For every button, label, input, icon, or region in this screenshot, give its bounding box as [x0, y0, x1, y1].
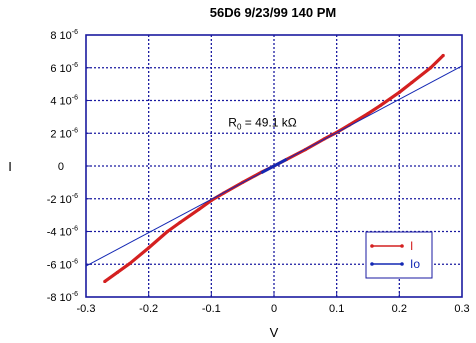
series-layer [85, 53, 463, 284]
x-tick-label: 0.1 [329, 303, 344, 315]
legend-marker [400, 244, 404, 248]
y-axis-label: I [8, 159, 12, 174]
y-tick-label: 0 [58, 161, 64, 173]
y-tick-label: 8 10-6 [50, 29, 78, 42]
y-tick-label: 2 10-6 [50, 127, 78, 140]
legend-marker [370, 262, 374, 266]
x-tick-label: 0.2 [392, 303, 407, 315]
y-tick-label: -4 10-6 [47, 226, 78, 239]
legend: I Io [365, 231, 433, 279]
legend-marker [400, 262, 404, 266]
data-point [128, 261, 132, 266]
y-tick-label: 4 10-6 [50, 95, 78, 108]
data-point [397, 90, 401, 94]
ticks-layer: -0.3 -0.2 -0.1 0 0.1 0.2 0.3 8 10-6 6 10-6 4 10-6… [47, 29, 470, 315]
legend-box [365, 231, 433, 279]
y-tick-label: -6 10-6 [47, 258, 78, 271]
x-axis-label: V [270, 325, 279, 340]
legend-marker [370, 244, 374, 248]
data-point [115, 270, 119, 275]
data-point [378, 103, 383, 108]
data-point [147, 246, 151, 250]
resistance-annotation: R0 = 49.1 kΩ [228, 115, 296, 131]
y-tick-label: -2 10-6 [47, 193, 78, 206]
data-point [429, 66, 433, 70]
x-tick-label: -0.1 [202, 303, 221, 315]
legend-label-i: I [410, 239, 413, 253]
data-point [165, 229, 170, 234]
x-tick-label: 0 [271, 303, 277, 315]
data-point [197, 207, 201, 211]
data-point [410, 80, 414, 85]
y-tick-label: -8 10-6 [47, 291, 78, 304]
data-point [178, 220, 182, 225]
data-point [103, 279, 107, 284]
data-point [441, 53, 445, 58]
x-tick-label: -0.3 [77, 303, 96, 315]
data-point [366, 112, 370, 116]
legend-label-io: Io [410, 257, 420, 271]
chart-title: 56D6 9/23/99 140 PM [210, 5, 336, 20]
x-tick-label: -0.2 [139, 303, 158, 315]
io-segment-origin [260, 158, 288, 174]
y-tick-label: 6 10-6 [50, 62, 78, 75]
x-tick-label: 0.3 [454, 303, 469, 315]
